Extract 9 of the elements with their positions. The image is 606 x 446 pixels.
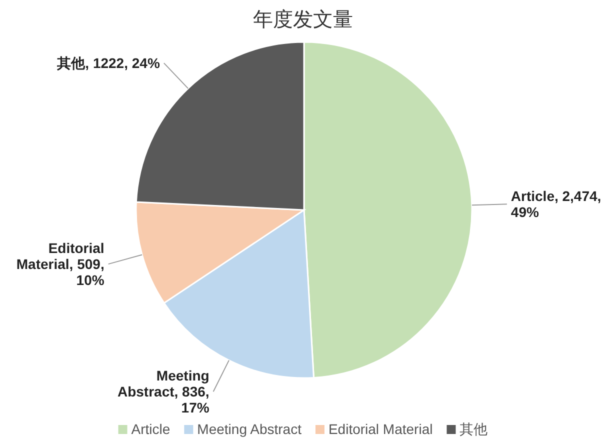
legend-label: Meeting Abstract (197, 421, 302, 437)
data-label: Article, 2,474, 49% (510, 188, 602, 220)
legend-label: 其他 (460, 421, 488, 437)
data-label: Editorial Material, 509, 10% (16, 240, 105, 288)
data-label: Meeting Abstract, 836, 17% (117, 368, 210, 416)
data-label: 其他, 1222, 24% (56, 55, 160, 72)
legend-label: Editorial Material (328, 421, 433, 437)
chart-title: 年度发文量 (253, 7, 353, 31)
legend-label: Article (131, 421, 170, 437)
